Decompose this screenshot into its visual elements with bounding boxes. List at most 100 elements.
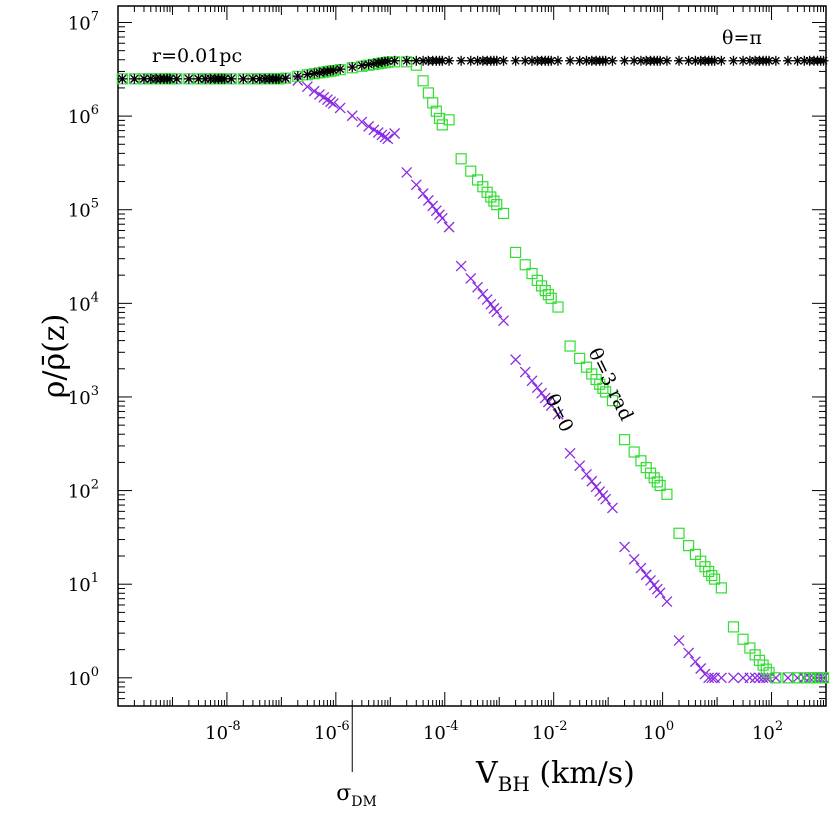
data-point bbox=[728, 55, 739, 66]
y-tick-label: 102 bbox=[68, 478, 99, 503]
data-point bbox=[519, 259, 531, 271]
data-point bbox=[737, 633, 749, 645]
y-tick-label-exp: 7 bbox=[91, 9, 99, 24]
data-point bbox=[695, 663, 707, 674]
y-tick-label: 105 bbox=[68, 197, 99, 222]
data-point bbox=[553, 55, 564, 66]
y-tick-label: 103 bbox=[68, 384, 99, 409]
x-tick-label-exp: -4 bbox=[446, 719, 459, 734]
series-layer bbox=[116, 55, 830, 684]
data-point bbox=[219, 73, 230, 84]
data-point bbox=[661, 488, 673, 500]
data-point bbox=[586, 475, 598, 487]
data-point bbox=[389, 128, 401, 139]
data-point bbox=[619, 55, 630, 66]
y-tick-label: 107 bbox=[68, 9, 99, 34]
data-point bbox=[545, 292, 557, 304]
data-point bbox=[347, 62, 358, 73]
data-point bbox=[716, 55, 727, 66]
data-point bbox=[640, 569, 652, 581]
y-tick-label-base: 10 bbox=[68, 388, 91, 409]
data-point bbox=[597, 382, 609, 394]
data-point bbox=[129, 73, 140, 84]
x-tick-labels: 10-8 10-6 10-4 10-2 100 102 bbox=[205, 719, 783, 744]
data-point bbox=[171, 73, 182, 84]
data-point bbox=[817, 672, 830, 684]
data-point bbox=[427, 97, 439, 109]
data-point bbox=[764, 55, 775, 66]
data-point bbox=[519, 366, 531, 378]
data-point bbox=[539, 285, 551, 297]
data-point bbox=[618, 434, 631, 446]
data-point bbox=[422, 87, 434, 99]
x-axis-label: VBH (km/s) bbox=[475, 756, 635, 796]
annotation-theta-pi: θ=π bbox=[722, 27, 762, 49]
annotation-radius: r=0.01pc bbox=[152, 45, 242, 67]
y-tick-label-base: 10 bbox=[68, 201, 91, 222]
data-point bbox=[430, 105, 442, 117]
data-point bbox=[628, 446, 640, 458]
data-point bbox=[645, 574, 656, 586]
data-point bbox=[607, 55, 618, 66]
data-point bbox=[301, 81, 313, 93]
data-point bbox=[302, 69, 313, 80]
data-point bbox=[443, 221, 455, 233]
y-tick-label-exp: 5 bbox=[91, 197, 99, 212]
data-point bbox=[273, 73, 284, 84]
data-point bbox=[498, 315, 510, 327]
data-point bbox=[531, 382, 543, 394]
data-point bbox=[356, 60, 367, 71]
data-point bbox=[327, 98, 339, 109]
data-point bbox=[818, 55, 829, 66]
x-tick-label-base: 10 bbox=[532, 723, 555, 744]
data-point bbox=[715, 582, 727, 594]
y-tick-label-base: 10 bbox=[68, 294, 91, 315]
data-point bbox=[708, 573, 721, 585]
data-point bbox=[574, 460, 586, 472]
data-point bbox=[328, 65, 339, 76]
data-point bbox=[590, 481, 602, 493]
data-point bbox=[564, 340, 576, 352]
data-point bbox=[444, 55, 455, 66]
data-point bbox=[770, 672, 782, 684]
x-tick-label: 10-6 bbox=[314, 719, 350, 744]
sigma-dm-label: σDM bbox=[336, 781, 377, 810]
data-point bbox=[782, 55, 793, 66]
data-point bbox=[600, 493, 612, 505]
x-tick-label-base: 10 bbox=[752, 723, 775, 744]
x-tick-label-exp: -2 bbox=[555, 719, 568, 734]
data-point bbox=[526, 375, 538, 387]
data-point bbox=[654, 587, 666, 599]
data-point bbox=[455, 260, 467, 272]
data-point bbox=[491, 306, 503, 318]
y-tick-label: 104 bbox=[68, 290, 99, 315]
data-point bbox=[770, 672, 782, 684]
data-point bbox=[481, 294, 493, 306]
y-axis-label: ρ/ρ̄(z) bbox=[37, 314, 72, 399]
data-point bbox=[655, 55, 666, 66]
data-point bbox=[703, 565, 715, 578]
y-tick-label-base: 10 bbox=[68, 107, 91, 128]
data-point bbox=[661, 55, 672, 66]
data-point bbox=[635, 562, 647, 574]
data-point bbox=[689, 656, 701, 668]
data-point bbox=[417, 75, 429, 87]
annotation-theta-0: θ=0 bbox=[541, 391, 578, 436]
data-point bbox=[565, 55, 576, 66]
data-point bbox=[183, 73, 194, 84]
data-point bbox=[607, 502, 618, 514]
data-point bbox=[628, 553, 640, 565]
data-point bbox=[673, 527, 685, 539]
data-point bbox=[433, 112, 446, 125]
data-point bbox=[376, 129, 388, 141]
data-point bbox=[651, 476, 663, 488]
data-point bbox=[292, 71, 303, 82]
data-point bbox=[709, 55, 720, 66]
x-tick-label-base: 10 bbox=[205, 723, 228, 744]
data-point bbox=[372, 127, 384, 139]
x-axis-label-rest: (km/s) bbox=[530, 756, 635, 791]
x-axis-label-sub: BH bbox=[498, 772, 530, 796]
sigma-subscript: DM bbox=[351, 794, 377, 810]
data-point bbox=[497, 207, 510, 220]
